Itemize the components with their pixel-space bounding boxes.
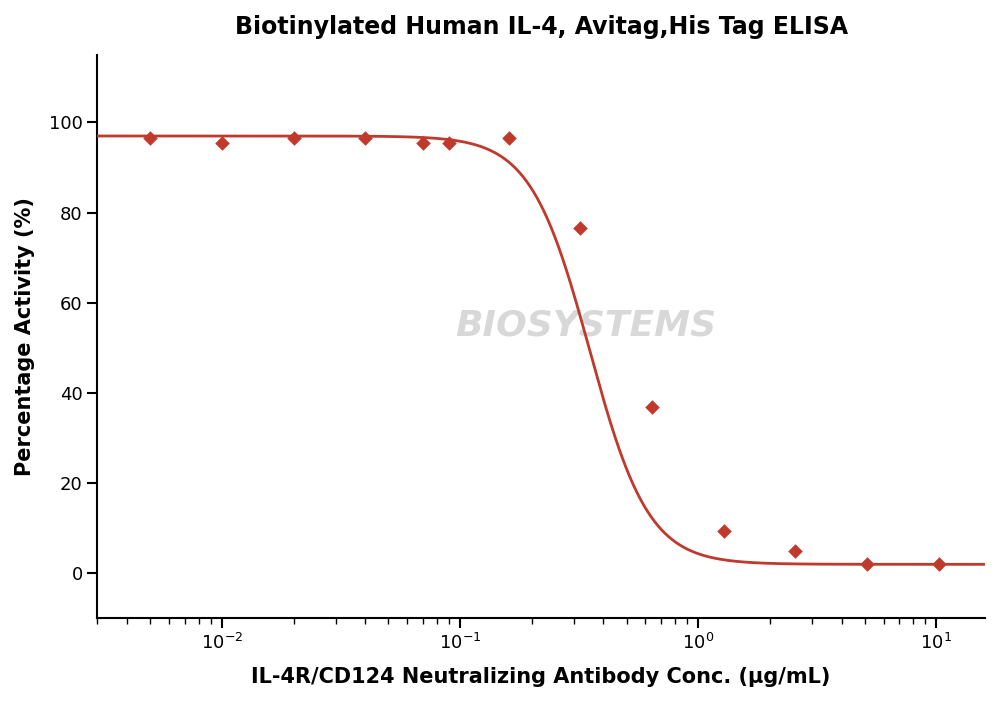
Point [572,223,588,234]
Text: BIOSYSTEMS: BIOSYSTEMS [455,308,716,343]
Point [142,133,158,144]
Point [859,559,875,570]
Y-axis label: Percentage Activity (%): Percentage Activity (%) [15,197,35,476]
Point [415,137,431,148]
Title: Biotinylated Human IL-4, Avitag,His Tag ELISA: Biotinylated Human IL-4, Avitag,His Tag … [235,15,848,39]
Point [286,133,302,144]
Point [441,137,457,148]
Point [501,133,517,144]
X-axis label: IL-4R/CD124 Neutralizing Antibody Conc. (μg/mL): IL-4R/CD124 Neutralizing Antibody Conc. … [251,667,831,687]
Point [644,401,660,412]
Point [357,133,373,144]
Point [787,545,803,557]
Point [716,525,732,536]
Point [931,559,947,570]
Point [214,137,230,148]
